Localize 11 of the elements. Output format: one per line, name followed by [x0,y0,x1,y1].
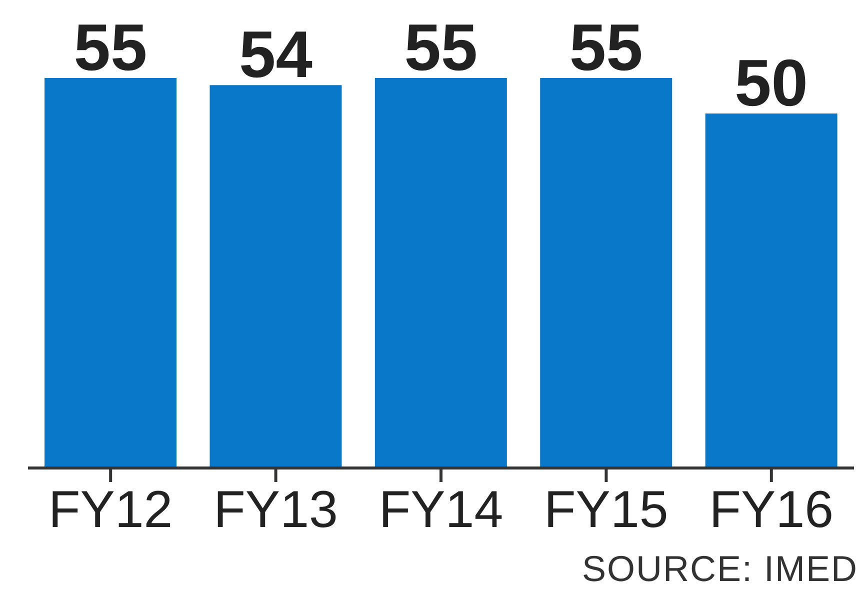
x-tick-label: FY12 [48,480,173,539]
data-label: 50 [734,45,808,120]
data-label: 54 [239,17,313,92]
x-tick-label: FY16 [709,480,834,539]
x-tick-label: FY14 [378,480,504,539]
x-tick-label: FY13 [214,480,338,539]
x-tick-label: FY15 [544,480,668,539]
data-label: 55 [569,10,643,84]
data-label: 55 [74,10,148,84]
source-note: SOURCE: IMED [580,548,858,590]
data-label: 55 [404,10,478,84]
